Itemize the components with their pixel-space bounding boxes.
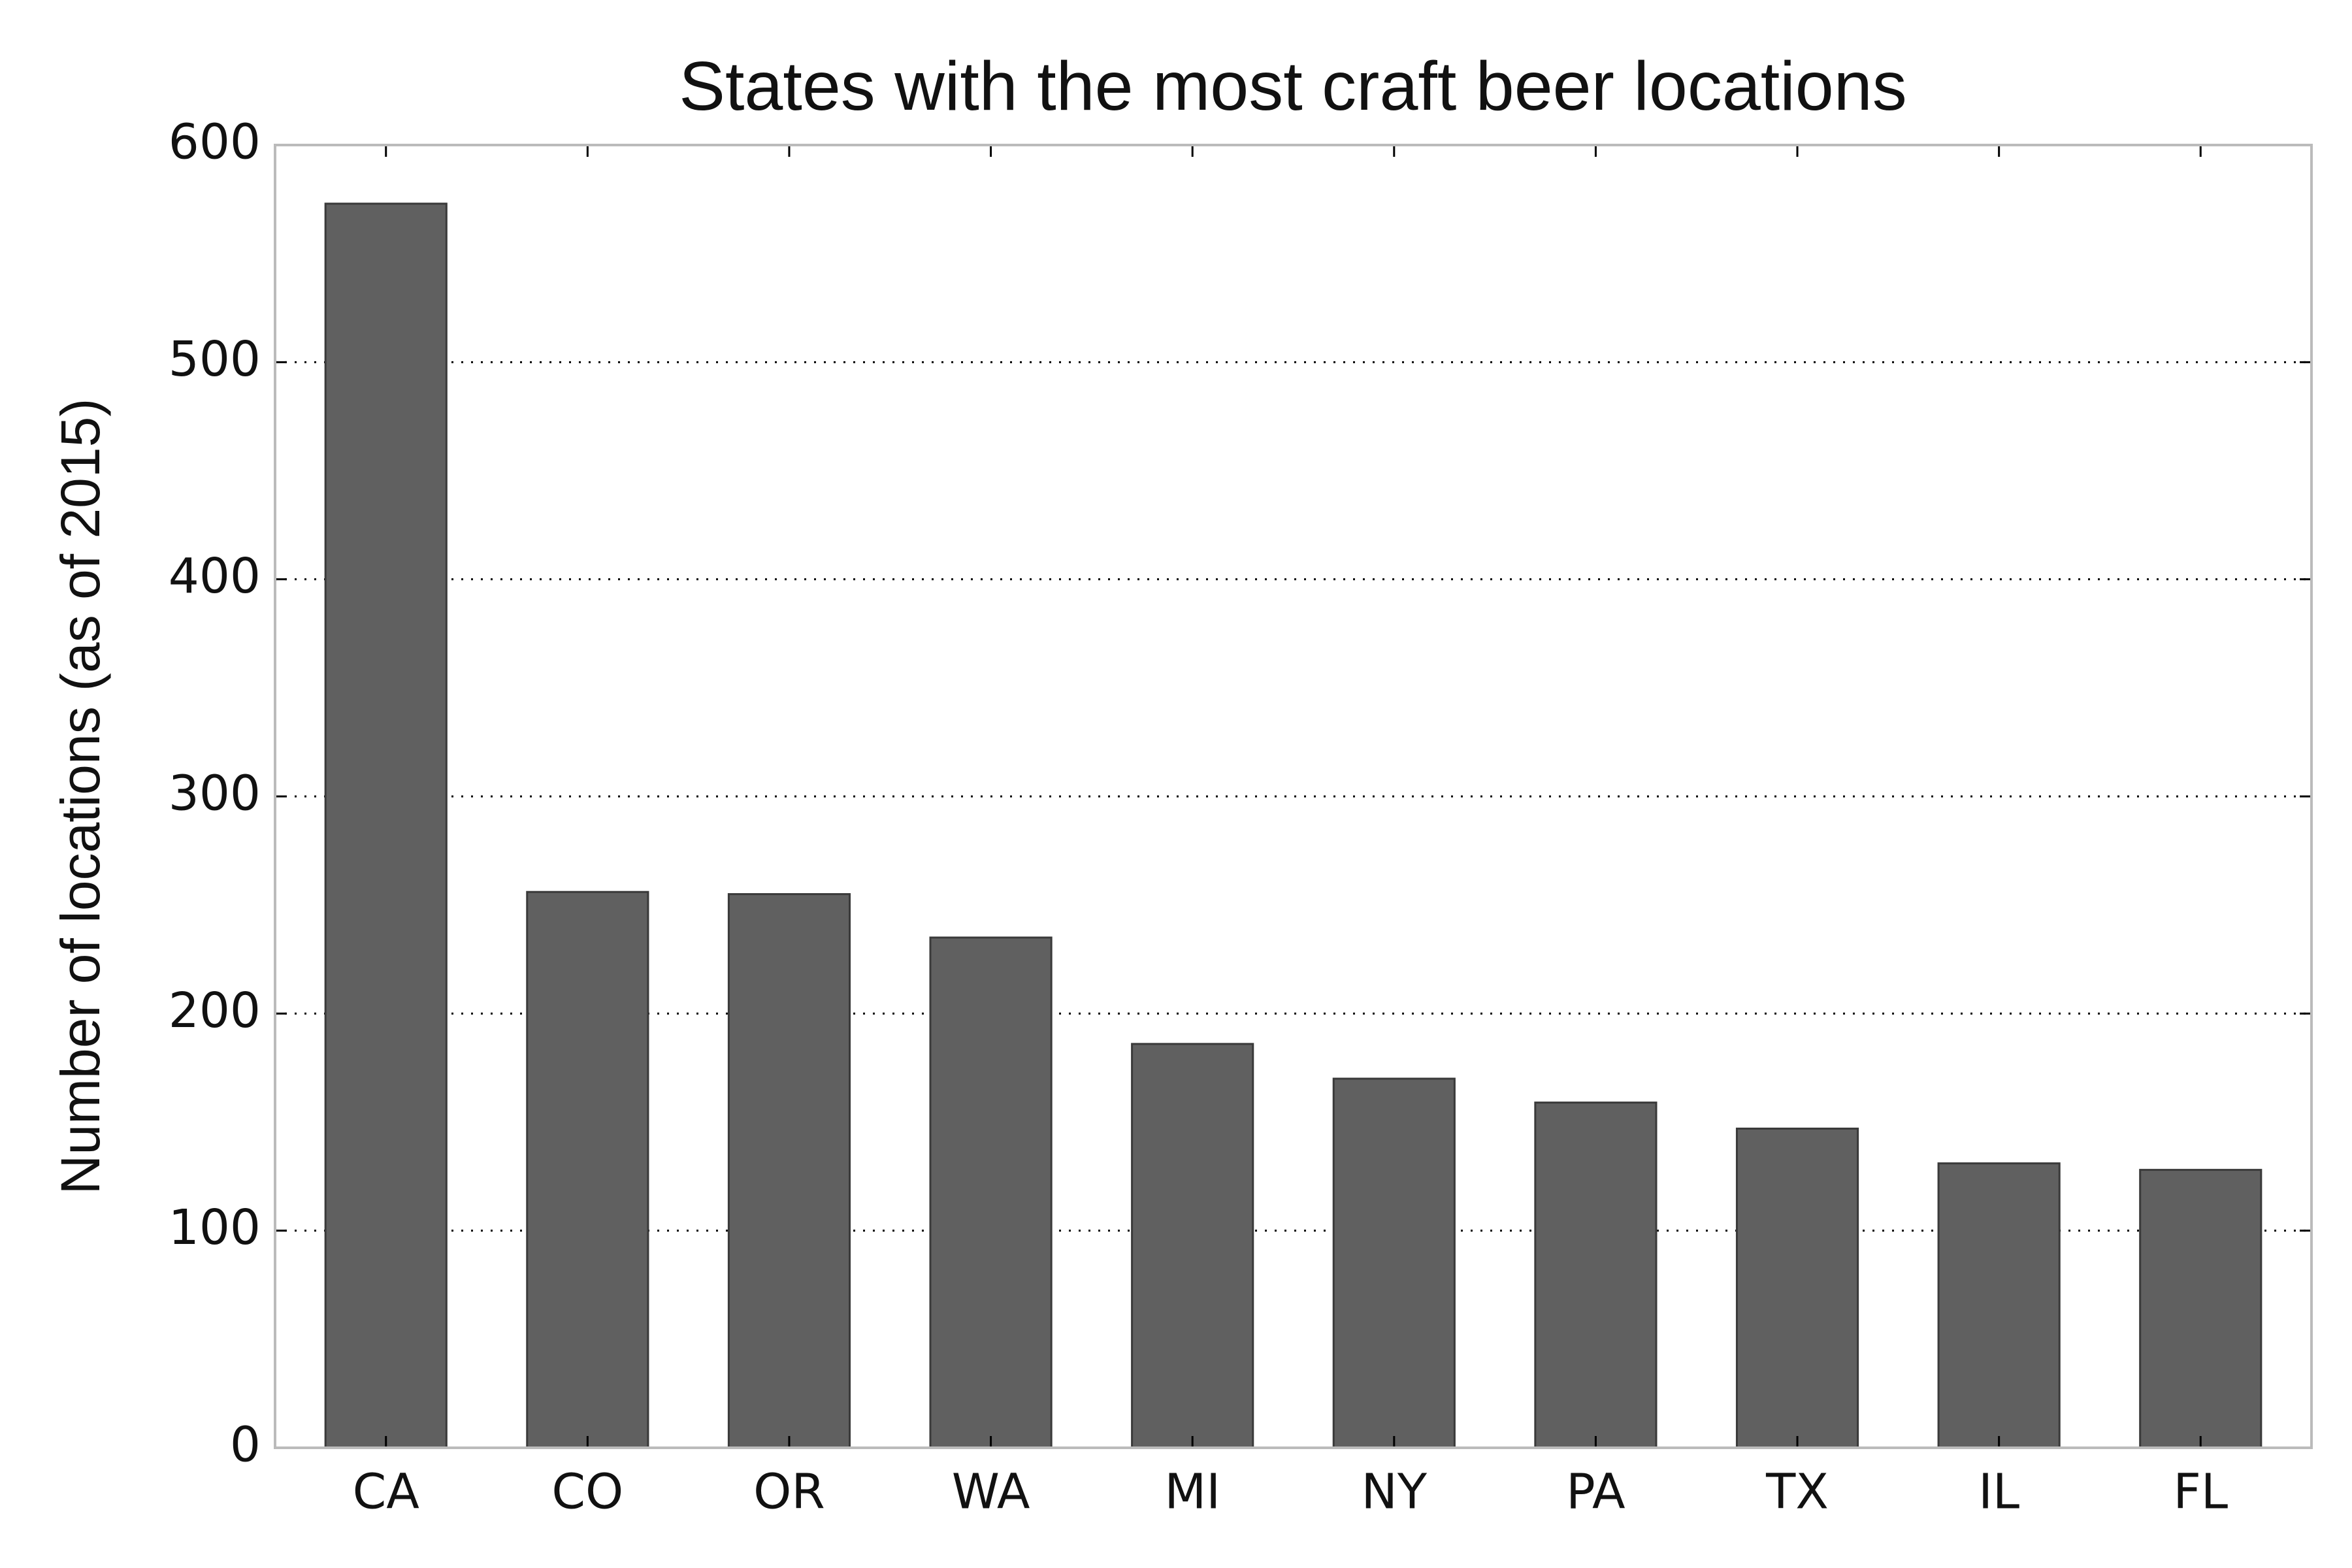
x-tick-label: WA [952,1464,1030,1520]
y-tick-label: 200 [169,983,261,1039]
bar [2139,1169,2262,1449]
y-tick-label: 600 [169,114,261,171]
y-axis-label: Number of locations (as of 2015) [50,399,111,1195]
bar [727,893,851,1449]
bar [1534,1102,1658,1449]
x-tick-label: CA [353,1464,420,1520]
bar [1131,1043,1254,1449]
bar [929,936,1053,1449]
x-tick-label: NY [1362,1464,1428,1520]
y-tick-label: 400 [169,548,261,604]
bar [324,203,448,1449]
bar [1735,1127,1859,1449]
x-tick-label: FL [2173,1464,2228,1520]
x-tick-label: CO [551,1464,623,1520]
y-tick-label: 300 [169,766,261,822]
plot-frame [274,144,2313,1449]
y-tick-label: 100 [169,1200,261,1256]
bar [526,890,649,1449]
x-tick-label: PA [1566,1464,1625,1520]
y-tick-label: 0 [230,1417,261,1473]
x-tick-label: MI [1164,1464,1220,1520]
chart-title: States with the most craft beer location… [679,48,1906,125]
bar [1332,1077,1456,1449]
y-tick-label: 500 [169,331,261,387]
x-tick-label: IL [1978,1464,2019,1520]
x-tick-label: TX [1765,1464,1829,1520]
bar [1937,1162,2061,1449]
x-tick-label: OR [753,1464,825,1520]
